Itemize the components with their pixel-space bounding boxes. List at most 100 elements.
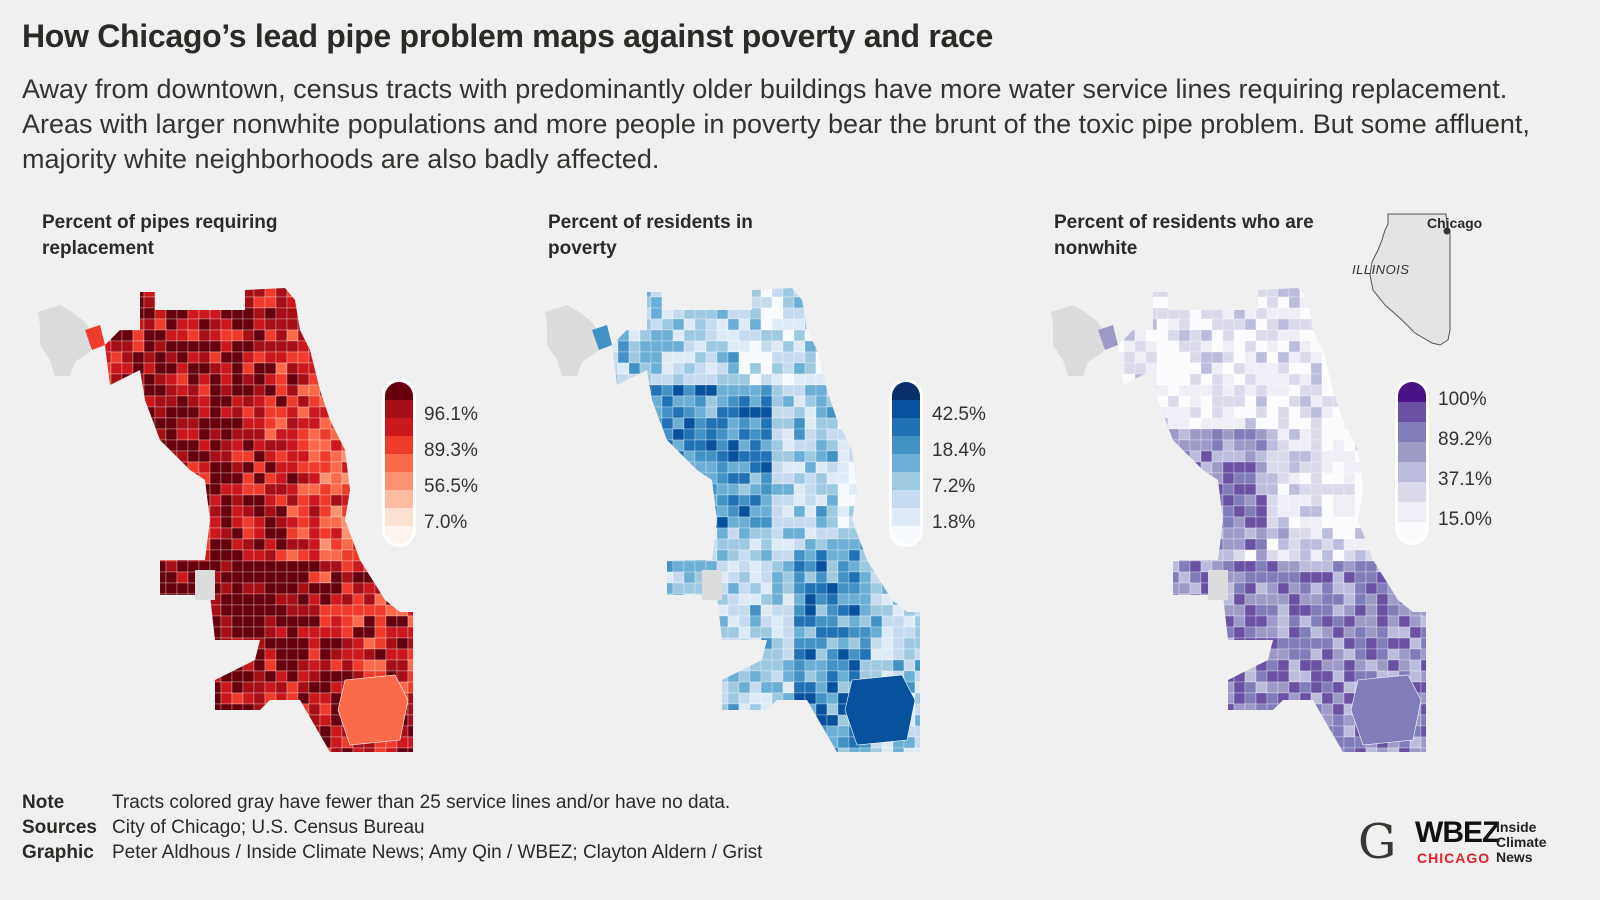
tract — [1156, 725, 1169, 738]
tract — [815, 714, 828, 727]
tract — [771, 373, 784, 386]
tract — [1178, 329, 1191, 342]
tract — [1233, 340, 1246, 353]
tract — [330, 516, 343, 529]
tract — [1277, 296, 1290, 309]
tract — [110, 395, 123, 408]
tract — [1167, 318, 1180, 331]
tract — [143, 637, 156, 650]
tract — [1123, 296, 1136, 309]
tract — [121, 681, 134, 694]
tract — [639, 747, 652, 752]
tract — [771, 450, 784, 463]
legend-label: 15.0% — [1438, 509, 1492, 530]
tract — [804, 395, 817, 408]
tract — [308, 725, 321, 738]
tract — [1266, 461, 1279, 474]
tract — [870, 288, 883, 298]
tract — [1145, 582, 1158, 595]
tract — [1189, 560, 1202, 573]
tract — [1277, 483, 1290, 496]
tract — [881, 351, 894, 364]
tract — [1134, 615, 1147, 628]
tract — [1266, 670, 1279, 683]
tract — [220, 527, 233, 540]
tract — [1365, 318, 1378, 331]
tract — [308, 681, 321, 694]
tract — [253, 417, 266, 430]
tract — [1343, 681, 1356, 694]
tract — [694, 714, 707, 727]
tract — [286, 747, 299, 752]
tract — [1277, 494, 1290, 507]
tract — [639, 681, 652, 694]
tract — [1200, 637, 1213, 650]
tract — [1211, 505, 1224, 518]
tract — [650, 626, 663, 639]
tract — [1299, 288, 1312, 298]
tract — [1123, 472, 1136, 485]
tract — [848, 373, 861, 386]
tract — [132, 626, 145, 639]
tract — [1222, 659, 1235, 672]
tract — [105, 296, 112, 309]
tract — [760, 615, 773, 628]
tract — [804, 615, 817, 628]
tract — [1354, 329, 1367, 342]
tract — [1244, 736, 1257, 749]
tract — [176, 296, 189, 309]
tract — [859, 472, 872, 485]
tract — [837, 670, 850, 683]
tract — [242, 472, 255, 485]
tract — [165, 626, 178, 639]
tract — [352, 604, 365, 617]
tract — [297, 604, 310, 617]
tract — [1233, 659, 1246, 672]
tract — [617, 351, 630, 364]
tract — [407, 351, 413, 364]
tract — [672, 736, 685, 749]
tract — [187, 681, 200, 694]
tract — [672, 714, 685, 727]
tract — [859, 505, 872, 518]
tract — [220, 681, 233, 694]
tract — [612, 582, 619, 595]
tract — [341, 296, 354, 309]
tract — [264, 714, 277, 727]
legend-swatch — [1398, 482, 1426, 502]
tract — [297, 670, 310, 683]
tract — [1222, 307, 1235, 320]
tract — [330, 362, 343, 375]
tract — [1123, 439, 1136, 452]
tract — [661, 362, 674, 375]
tract — [612, 483, 619, 496]
tract — [749, 428, 762, 441]
tract — [165, 736, 178, 749]
tract — [881, 560, 894, 573]
tract — [1222, 747, 1235, 752]
tract — [286, 329, 299, 342]
tract — [341, 450, 354, 463]
tract — [352, 406, 365, 419]
tract — [683, 538, 696, 551]
tract — [1343, 417, 1356, 430]
tract — [187, 538, 200, 551]
tract — [1354, 439, 1367, 452]
tract — [683, 714, 696, 727]
tract — [143, 747, 156, 752]
tract — [749, 406, 762, 419]
tract — [231, 560, 244, 573]
tract — [363, 505, 376, 518]
tract — [319, 516, 332, 529]
tract — [1211, 439, 1224, 452]
tract — [617, 428, 630, 441]
tract — [176, 626, 189, 639]
tract — [1310, 593, 1323, 606]
legend-label: 1.8% — [932, 512, 976, 533]
tract — [1365, 461, 1378, 474]
tract — [815, 307, 828, 320]
tract — [308, 494, 321, 507]
tract — [253, 406, 266, 419]
tract — [121, 593, 134, 606]
tract — [396, 582, 409, 595]
